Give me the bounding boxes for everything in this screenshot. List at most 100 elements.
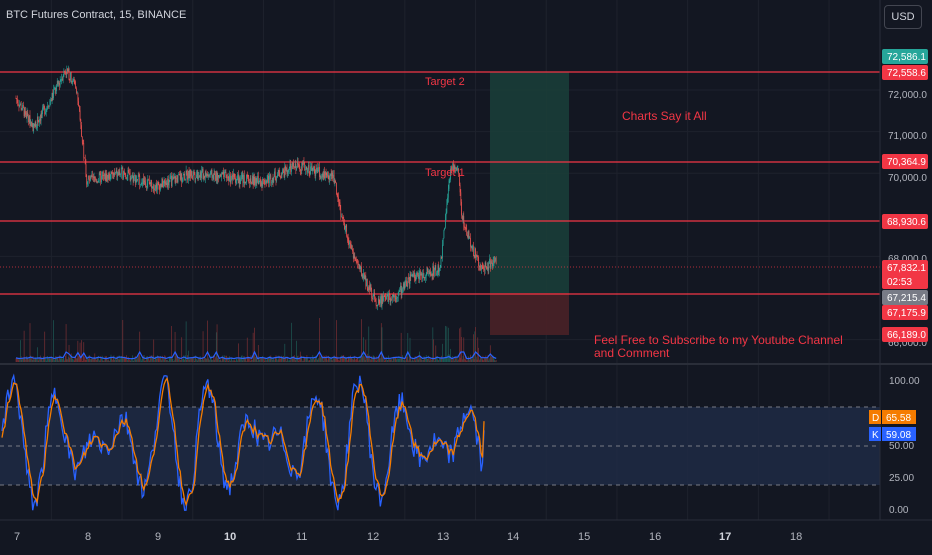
candle-body <box>475 248 476 259</box>
candle-body <box>81 136 83 143</box>
currency-button[interactable]: USD <box>884 5 922 29</box>
candle-body <box>282 169 284 172</box>
volume-bar <box>200 358 202 362</box>
volume-bar <box>30 355 32 362</box>
volume-bar <box>201 357 203 362</box>
time-label: 16 <box>649 531 661 543</box>
volume-bar <box>196 359 197 362</box>
annotation-target-2[interactable]: Target 2 <box>425 76 465 88</box>
volume-bar <box>381 327 383 362</box>
price-tick: 71,000.0 <box>888 131 927 142</box>
volume-bar <box>367 356 369 362</box>
stoch-d-line[interactable] <box>1 376 485 507</box>
candle-body <box>492 262 493 266</box>
volume-bar <box>109 360 110 362</box>
volume-bar <box>305 357 307 362</box>
time-axis[interactable]: 7 8 9 10 11 12 13 14 15 16 17 18 <box>14 531 802 543</box>
volume-bar <box>421 359 423 362</box>
candle-body <box>302 161 304 166</box>
candle-body <box>136 179 138 180</box>
stoch-tick: 50.00 <box>889 441 914 452</box>
symbol-title[interactable]: BTC Futures Contract, 15, BINANCE <box>6 9 187 21</box>
volume-bar <box>144 360 146 362</box>
candle-body <box>456 169 458 171</box>
volume-bar <box>218 360 220 362</box>
candle-body <box>51 99 52 102</box>
candle-body <box>412 274 414 277</box>
candle-body <box>290 163 292 172</box>
volume-bar <box>424 357 426 362</box>
candle-body <box>415 276 417 281</box>
candle-body <box>261 182 263 186</box>
volume-bar <box>63 358 65 362</box>
candle-body <box>361 266 362 277</box>
candle-body <box>31 121 32 127</box>
annotation-subscribe-line2[interactable]: and Comment <box>594 346 670 360</box>
candle-body <box>33 123 35 132</box>
long-position-profit-zone[interactable] <box>490 72 569 293</box>
candle-body <box>25 111 26 115</box>
price-candles[interactable] <box>15 65 497 311</box>
candle-body <box>46 106 48 109</box>
candle-body <box>463 216 465 227</box>
candle-body <box>293 162 294 168</box>
volume-bar <box>34 359 35 362</box>
annotation-subscribe-line1[interactable]: Feel Free to Subscribe to my Youtube Cha… <box>594 333 843 347</box>
candle-body <box>86 177 88 185</box>
volume-bar <box>436 356 438 362</box>
candle-body <box>467 234 468 237</box>
candle-body <box>202 169 204 179</box>
volume-bar <box>377 357 379 362</box>
candle-body <box>210 171 211 175</box>
stoch-k-value: 59.08 <box>886 430 911 441</box>
volume-bar <box>443 357 445 362</box>
badge-current-price: 67,832.1 <box>887 263 926 274</box>
candle-body <box>383 295 384 301</box>
volume-bar <box>369 358 371 362</box>
long-position-loss-zone[interactable] <box>490 293 569 335</box>
volume-bar <box>262 356 264 362</box>
candle-body <box>478 265 480 267</box>
volume-bar <box>336 358 338 362</box>
volume-bar <box>147 356 149 362</box>
candle-body <box>428 270 430 275</box>
volume-bar <box>124 357 126 362</box>
stoch-axis[interactable]: 100.00 50.00 25.00 0.00 D 65.58 K 59.08 <box>869 376 920 516</box>
volume-bar <box>110 354 112 362</box>
volume-bar <box>417 357 418 362</box>
candle-body <box>52 92 54 99</box>
candle-body <box>457 168 459 170</box>
volume-bar <box>383 360 385 362</box>
stoch-k-line[interactable] <box>1 373 485 511</box>
volume-bar <box>260 356 262 362</box>
candle-body <box>366 278 368 289</box>
volume-bar <box>390 358 392 362</box>
volume-bar <box>216 324 218 362</box>
candle-body <box>306 166 308 173</box>
candle-body <box>64 71 66 73</box>
annotation-headline[interactable]: Charts Say it All <box>622 109 707 123</box>
candle-body <box>56 81 58 86</box>
candle-body <box>347 238 349 241</box>
candle-body <box>462 216 464 220</box>
volume-bar <box>266 360 267 362</box>
candle-body <box>37 116 39 122</box>
volume-bar <box>474 331 476 362</box>
candle-body <box>437 265 439 273</box>
volume-bar <box>484 358 486 362</box>
candle-body <box>115 170 117 172</box>
volume-bar <box>342 355 344 362</box>
volume-bar <box>429 360 431 362</box>
price-axis[interactable]: 72,000.0 71,000.0 70,000.0 68,000.0 66,0… <box>888 90 927 349</box>
annotation-target-1[interactable]: Target 1 <box>425 167 465 179</box>
volume-bar <box>240 358 241 362</box>
volume-bar <box>136 356 138 362</box>
volume-bar <box>332 360 334 362</box>
candle-body <box>16 98 18 100</box>
candle-body <box>303 161 305 163</box>
volume-bar <box>284 343 286 362</box>
volume-bar <box>171 326 172 362</box>
candle-body <box>49 100 51 107</box>
